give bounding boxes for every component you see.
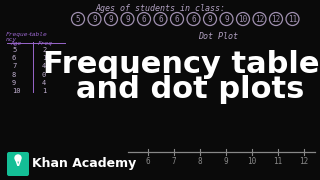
Text: 5: 5	[12, 47, 16, 53]
Text: Dot Plot: Dot Plot	[198, 32, 238, 41]
Text: 9: 9	[125, 15, 130, 24]
Text: 5: 5	[76, 15, 80, 24]
Text: 7: 7	[172, 157, 176, 166]
Text: 6: 6	[146, 157, 150, 166]
Text: 10: 10	[247, 157, 257, 166]
Text: Frequency tables: Frequency tables	[43, 50, 320, 79]
Text: Khan Academy: Khan Academy	[32, 158, 136, 170]
Text: 6: 6	[175, 15, 179, 24]
FancyBboxPatch shape	[7, 152, 29, 176]
Text: 10: 10	[12, 88, 20, 94]
Text: Ages of students in class:: Ages of students in class:	[95, 4, 225, 13]
Text: table: table	[28, 32, 47, 37]
Text: 12: 12	[255, 15, 264, 24]
Text: 8: 8	[12, 72, 16, 78]
Text: 4: 4	[42, 80, 46, 86]
Text: Age: Age	[10, 41, 21, 46]
Text: 9: 9	[109, 15, 113, 24]
Text: 9: 9	[224, 15, 229, 24]
Circle shape	[15, 155, 21, 161]
Text: ncy: ncy	[6, 37, 17, 42]
Text: 6: 6	[158, 15, 163, 24]
Text: 12: 12	[300, 157, 308, 166]
Text: 6: 6	[191, 15, 196, 24]
Text: Freq: Freq	[38, 41, 53, 46]
Text: 6: 6	[142, 15, 146, 24]
Text: 11: 11	[273, 157, 283, 166]
Text: 8: 8	[198, 157, 202, 166]
Text: Freque-: Freque-	[6, 32, 32, 37]
Text: 11: 11	[288, 15, 297, 24]
Text: 0: 0	[42, 72, 46, 78]
Text: 9: 9	[208, 15, 212, 24]
Text: 10: 10	[238, 15, 248, 24]
Text: 9: 9	[224, 157, 228, 166]
Text: 6: 6	[12, 55, 16, 61]
Text: 12: 12	[271, 15, 281, 24]
Text: 1: 1	[42, 55, 46, 61]
Text: 1: 1	[42, 88, 46, 94]
Text: 4: 4	[42, 63, 46, 69]
Text: 9: 9	[92, 15, 97, 24]
Text: and dot plots: and dot plots	[76, 75, 304, 104]
Text: v: v	[15, 158, 21, 168]
Text: 9: 9	[12, 80, 16, 86]
Text: 2: 2	[42, 47, 46, 53]
Text: 7: 7	[12, 63, 16, 69]
